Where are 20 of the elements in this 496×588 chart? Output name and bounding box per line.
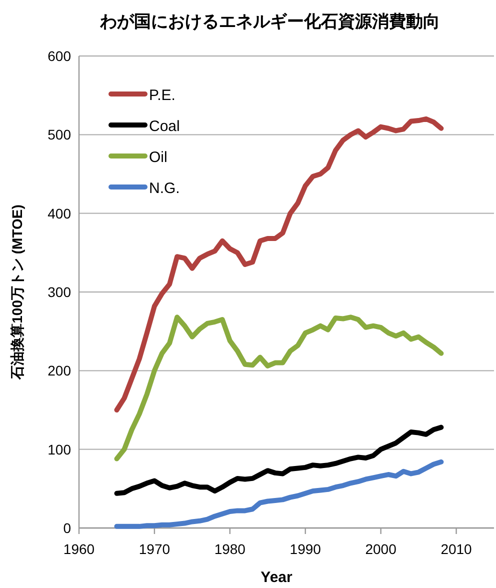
x-tick-label: 1970 xyxy=(138,541,170,557)
y-tick-label: 0 xyxy=(63,520,72,536)
x-axis-title: Year xyxy=(260,569,293,586)
y-tick-label: 100 xyxy=(48,441,72,458)
y-tick-label: 500 xyxy=(48,126,72,143)
x-tick-label: 1980 xyxy=(214,541,246,557)
x-tick-label: 1990 xyxy=(290,541,322,557)
legend-label: N.G. xyxy=(149,180,180,197)
y-axis-title: 石油換算100万トン (MTOE) xyxy=(9,204,25,380)
y-tick-label: 200 xyxy=(48,362,72,379)
x-tick-label: 2010 xyxy=(440,541,472,557)
x-tick-label: 2000 xyxy=(365,541,397,557)
legend-label: Coal xyxy=(149,118,180,135)
y-tick-label: 400 xyxy=(48,205,72,222)
y-tick-label: 600 xyxy=(48,48,72,64)
legend-label: Oil xyxy=(149,149,168,166)
x-tick-label: 1960 xyxy=(63,541,95,557)
chart-title: わが国におけるエネルギー化石資源消費動向 xyxy=(99,12,440,31)
y-tick-label: 300 xyxy=(48,284,72,300)
legend-label: P.E. xyxy=(149,87,176,104)
